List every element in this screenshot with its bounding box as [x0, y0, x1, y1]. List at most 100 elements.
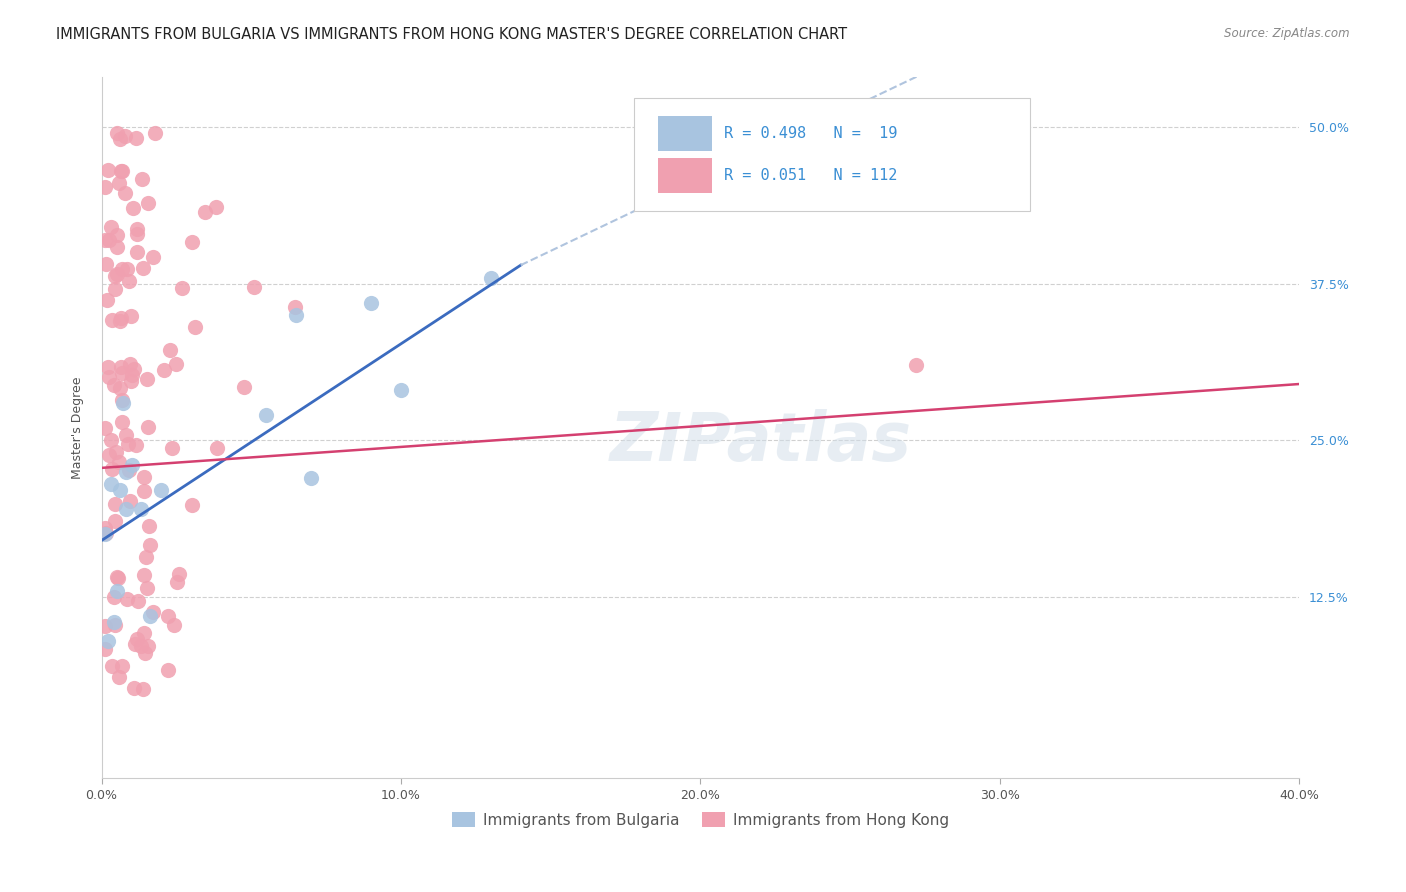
- Point: [122, 681, 145, 695]
- Point: [124, 637, 146, 651]
- Point: [93, 641, 115, 656]
- Point: [93, 421, 115, 435]
- Point: [117, 437, 139, 451]
- Point: [100, 220, 122, 235]
- Point: [122, 201, 145, 215]
- Point: [111, 163, 134, 178]
- Point: [97, 369, 120, 384]
- Point: [105, 583, 128, 598]
- Point: [254, 409, 277, 423]
- Point: [108, 314, 131, 328]
- Point: [118, 274, 141, 288]
- Point: [94, 526, 117, 541]
- Point: [108, 177, 131, 191]
- Point: [108, 670, 131, 684]
- Point: [111, 396, 134, 410]
- Point: [132, 470, 155, 484]
- Point: [138, 608, 160, 623]
- Point: [103, 615, 125, 629]
- Point: [108, 381, 131, 395]
- Point: [138, 538, 160, 552]
- Point: [138, 518, 160, 533]
- Text: IMMIGRANTS FROM BULGARIA VS IMMIGRANTS FROM HONG KONG MASTER'S DEGREE CORRELATIO: IMMIGRANTS FROM BULGARIA VS IMMIGRANTS F…: [56, 27, 848, 42]
- Point: [110, 311, 132, 326]
- Point: [118, 463, 141, 477]
- Point: [136, 581, 159, 595]
- Point: [97, 359, 120, 374]
- Point: [131, 171, 153, 186]
- Point: [125, 438, 148, 452]
- Point: [125, 244, 148, 259]
- Point: [143, 126, 166, 140]
- Point: [136, 372, 159, 386]
- Point: [169, 566, 191, 581]
- Point: [103, 378, 125, 392]
- Y-axis label: Master's Degree: Master's Degree: [72, 376, 84, 479]
- Point: [299, 471, 322, 485]
- Point: [114, 465, 136, 479]
- Point: [153, 363, 176, 377]
- Point: [134, 567, 156, 582]
- Point: [107, 267, 129, 281]
- Point: [165, 357, 187, 371]
- Point: [110, 360, 132, 375]
- Point: [136, 195, 159, 210]
- Point: [121, 458, 143, 473]
- Point: [205, 441, 228, 455]
- Point: [183, 320, 205, 334]
- Point: [479, 270, 502, 285]
- Point: [97, 633, 120, 648]
- Point: [121, 368, 143, 383]
- Point: [127, 632, 149, 646]
- Point: [194, 204, 217, 219]
- Point: [117, 262, 139, 277]
- Point: [360, 295, 382, 310]
- Point: [96, 257, 118, 271]
- Point: [93, 180, 115, 194]
- Point: [103, 591, 125, 605]
- Point: [120, 375, 142, 389]
- Point: [150, 483, 173, 498]
- Point: [94, 619, 117, 633]
- Point: [108, 483, 131, 498]
- Point: [107, 571, 129, 585]
- Point: [125, 227, 148, 242]
- Point: [156, 608, 179, 623]
- Bar: [658, 158, 713, 193]
- Point: [142, 605, 165, 619]
- Point: [135, 550, 157, 565]
- Point: [134, 484, 156, 499]
- Point: [127, 593, 149, 607]
- Point: [100, 659, 122, 673]
- Point: [285, 308, 308, 322]
- Point: [243, 280, 266, 294]
- Point: [160, 441, 183, 455]
- Point: [104, 283, 127, 297]
- Legend: Immigrants from Bulgaria, Immigrants from Hong Kong: Immigrants from Bulgaria, Immigrants fro…: [446, 805, 955, 834]
- Point: [136, 419, 159, 434]
- Point: [107, 126, 129, 140]
- Point: [96, 293, 118, 308]
- Point: [105, 569, 128, 583]
- Point: [156, 663, 179, 677]
- Point: [111, 366, 134, 380]
- Point: [115, 592, 138, 607]
- Point: [110, 658, 132, 673]
- Point: [132, 682, 155, 697]
- Point: [180, 498, 202, 512]
- Point: [163, 618, 186, 632]
- FancyBboxPatch shape: [634, 98, 1029, 211]
- Point: [104, 618, 127, 632]
- Point: [108, 132, 131, 146]
- Point: [181, 235, 204, 249]
- Point: [104, 268, 127, 283]
- Point: [101, 312, 124, 326]
- Point: [124, 130, 146, 145]
- Point: [134, 646, 156, 660]
- Point: [104, 445, 127, 459]
- Point: [111, 393, 134, 408]
- Point: [100, 434, 122, 448]
- Point: [114, 502, 136, 516]
- Point: [100, 477, 122, 491]
- Point: [114, 129, 136, 144]
